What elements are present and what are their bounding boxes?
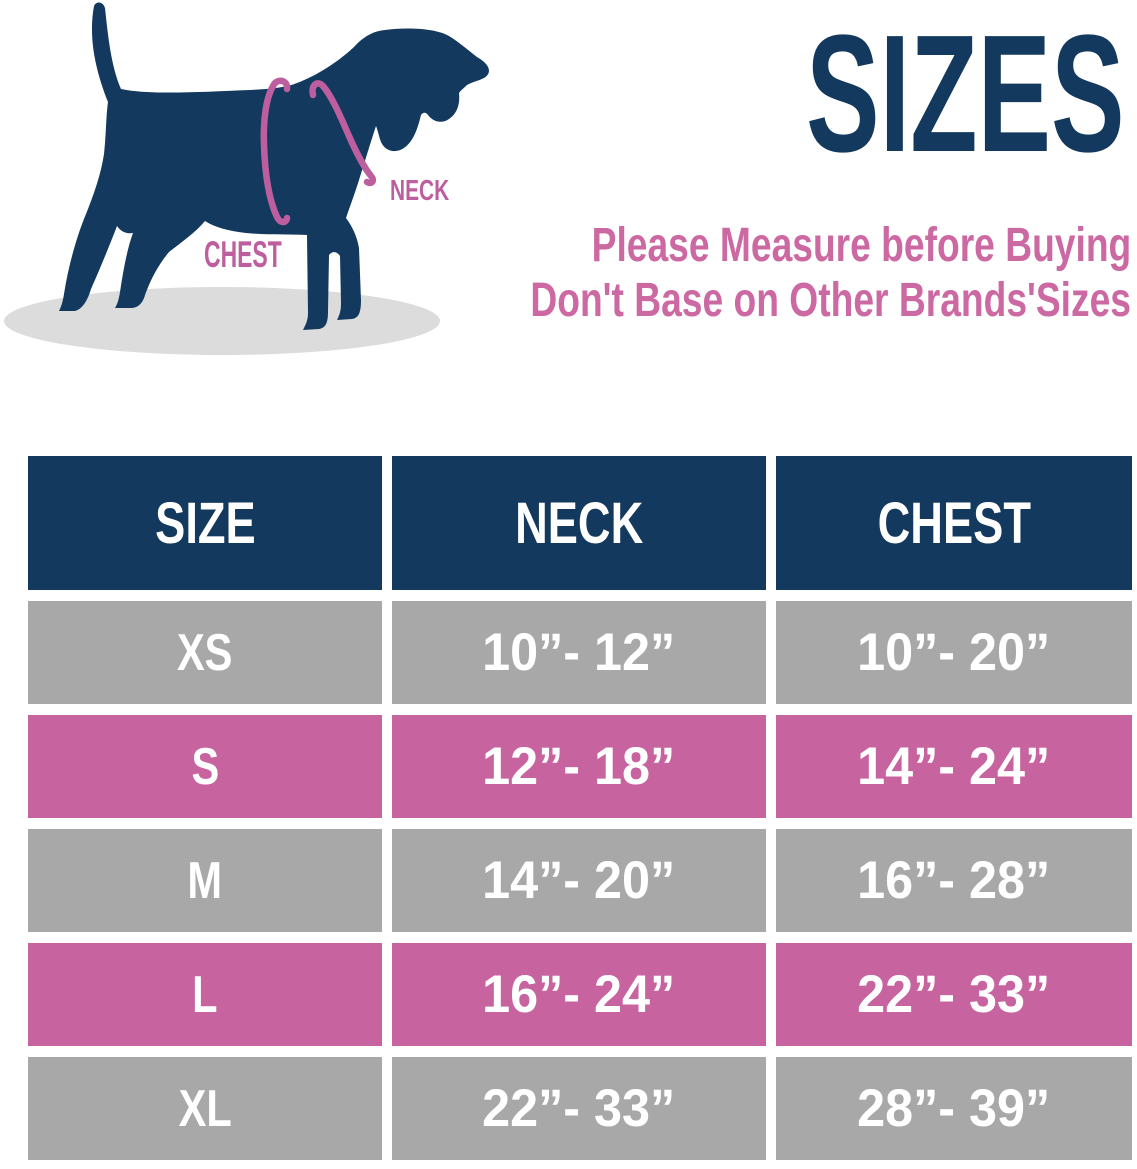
dog-measurement-diagram <box>4 2 489 355</box>
subtitle-line-1-text: Please Measure before Buying <box>591 219 1131 272</box>
harness-neck-strap-icon <box>309 80 377 187</box>
size-cell-xl: XL <box>28 1057 382 1160</box>
subtitle: Please Measure before Buying Don't Base … <box>356 218 1131 328</box>
subtitle-line-2: Don't Base on Other Brands'Sizes <box>356 273 1131 328</box>
chest-cell-text-m: 16”- 28” <box>857 851 1051 910</box>
size-cell-text-s: S <box>191 737 219 796</box>
subtitle-line-2-text: Don't Base on Other Brands'Sizes <box>530 274 1131 327</box>
harness-chest-strap-icon <box>260 77 291 226</box>
neck-cell-xs: 10”- 12” <box>392 601 766 704</box>
neck-cell-text-s: 12”- 18” <box>482 737 676 796</box>
size-cell-text-l: L <box>192 965 218 1024</box>
chest-cell-text-xs: 10”- 20” <box>857 623 1051 682</box>
neck-cell-text-m: 14”- 20” <box>482 851 676 910</box>
chest-cell-xs: 10”- 20” <box>776 601 1132 704</box>
subtitle-line-1: Please Measure before Buying <box>356 218 1131 273</box>
size-cell-m: M <box>28 829 382 932</box>
chest-measure-label-text: CHEST <box>204 234 282 275</box>
size-cell-s: S <box>28 715 382 818</box>
neck-cell-s: 12”- 18” <box>392 715 766 818</box>
neck-cell-xl: 22”- 33” <box>392 1057 766 1160</box>
column-header-chest-text: CHEST <box>877 490 1031 556</box>
column-header-neck-text: NECK <box>514 490 644 556</box>
column-header-size-text: SIZE <box>154 490 256 556</box>
neck-cell-l: 16”- 24” <box>392 943 766 1046</box>
size-chart-table: SIZE NECK CHEST XS 10”- 12” 10”- 20” S 12”- … <box>28 456 1132 1160</box>
dog-silhouette-icon <box>59 2 489 331</box>
size-cell-text-m: M <box>187 851 223 910</box>
neck-cell-text-xl: 22”- 33” <box>482 1079 676 1138</box>
column-header-neck: NECK <box>392 456 766 590</box>
column-header-size: SIZE <box>28 456 382 590</box>
neck-cell-text-xs: 10”- 12” <box>482 623 676 682</box>
column-header-chest: CHEST <box>776 456 1132 590</box>
ground-shadow-ellipse <box>4 287 440 355</box>
page-title: SIZES <box>642 11 1125 178</box>
chest-cell-m: 16”- 28” <box>776 829 1132 932</box>
page-title-text: SIZES <box>806 1 1125 187</box>
size-cell-text-xl: XL <box>178 1079 232 1138</box>
chest-cell-text-xl: 28”- 39” <box>857 1079 1051 1138</box>
chest-cell-s: 14”- 24” <box>776 715 1132 818</box>
size-cell-xs: XS <box>28 601 382 704</box>
chest-measure-label: CHEST <box>204 236 329 273</box>
size-cell-l: L <box>28 943 382 1046</box>
chest-cell-l: 22”- 33” <box>776 943 1132 1046</box>
neck-measure-label-text: NECK <box>390 175 450 207</box>
neck-measure-label: NECK <box>390 177 472 206</box>
neck-cell-text-l: 16”- 24” <box>482 965 676 1024</box>
chest-cell-text-l: 22”- 33” <box>857 965 1051 1024</box>
chest-cell-text-s: 14”- 24” <box>857 737 1051 796</box>
chest-cell-xl: 28”- 39” <box>776 1057 1132 1160</box>
size-cell-text-xs: XS <box>177 623 233 682</box>
neck-cell-m: 14”- 20” <box>392 829 766 932</box>
